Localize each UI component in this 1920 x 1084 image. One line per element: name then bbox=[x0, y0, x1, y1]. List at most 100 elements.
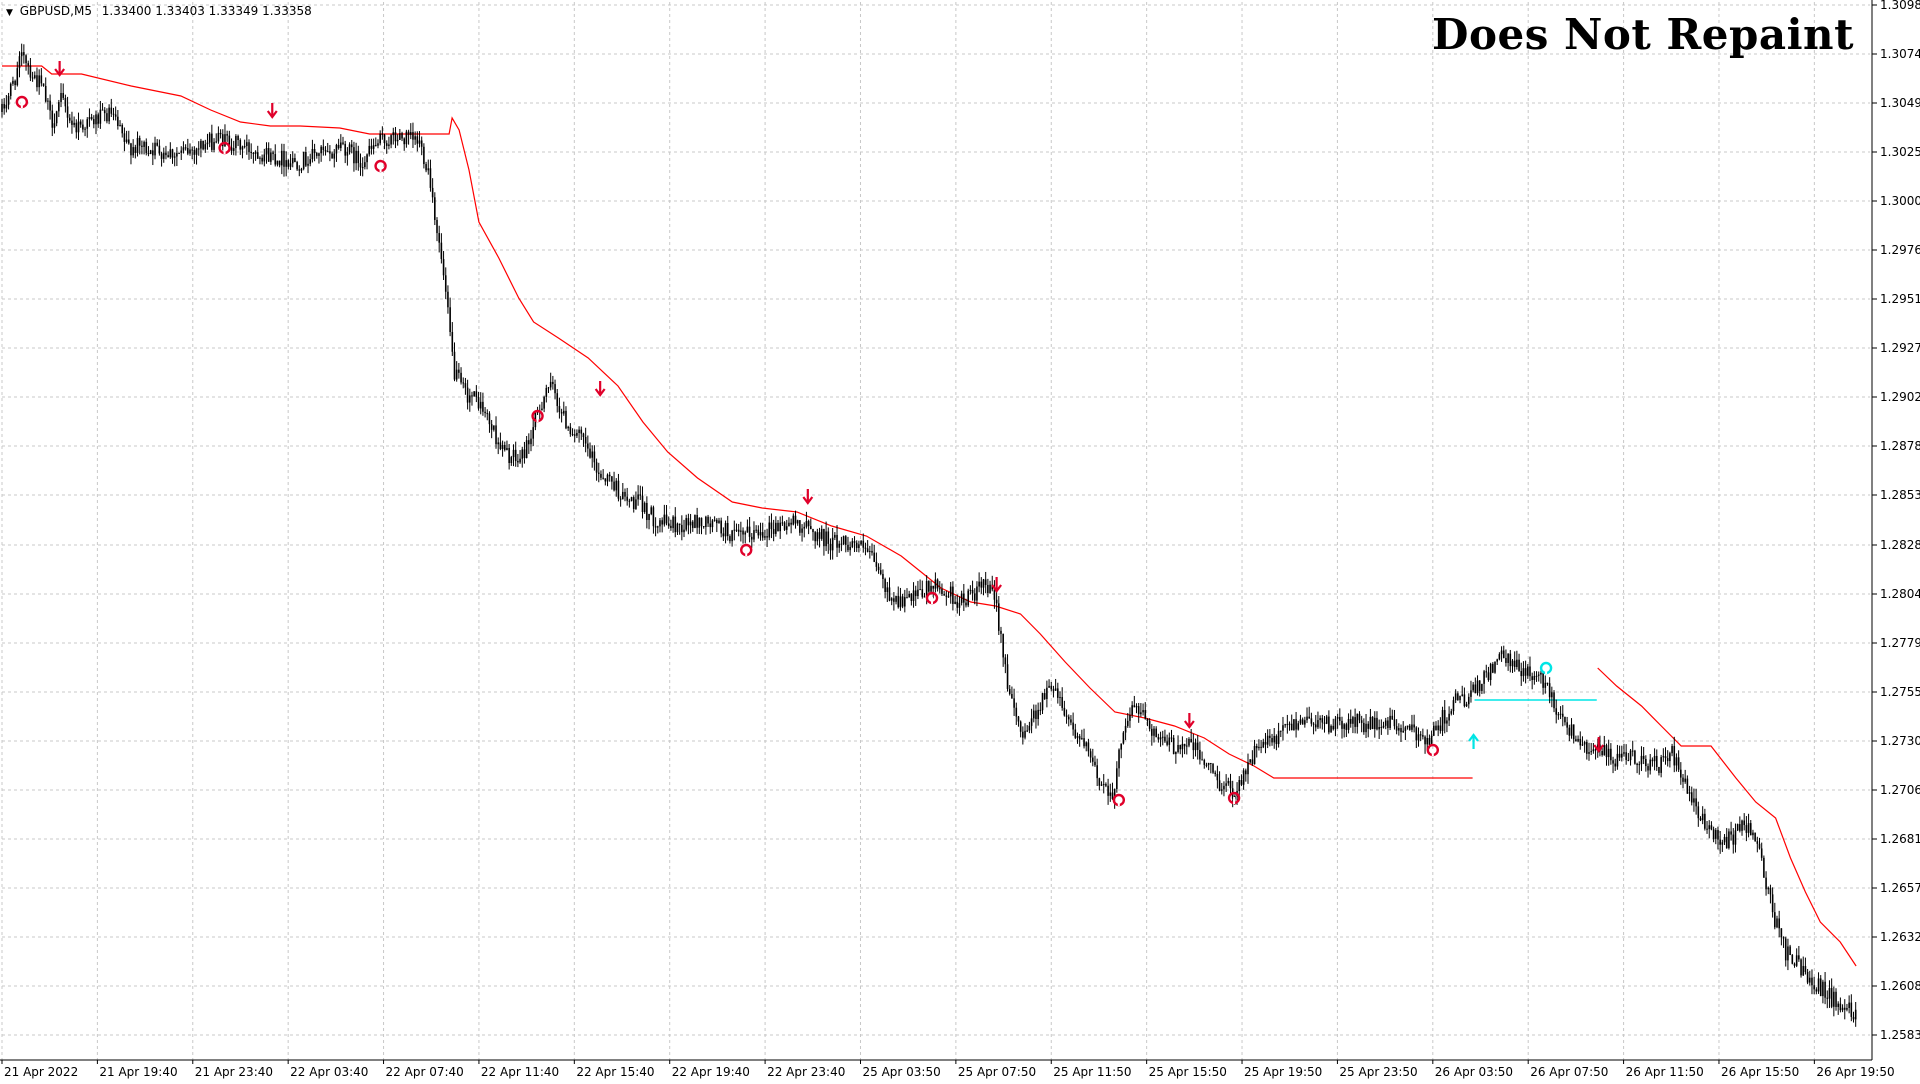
candle bbox=[1146, 718, 1149, 727]
candle bbox=[1343, 722, 1345, 738]
candle-body bbox=[418, 140, 421, 144]
candle bbox=[847, 536, 849, 553]
candle-body bbox=[1024, 730, 1026, 738]
candle bbox=[1642, 747, 1645, 765]
candle bbox=[1524, 660, 1527, 684]
time-tick-label: 22 Apr 23:40 bbox=[767, 1065, 845, 1079]
candle-body bbox=[9, 83, 12, 96]
candle-body bbox=[1002, 633, 1004, 658]
red-line-segment bbox=[1597, 667, 1857, 967]
candle-body bbox=[965, 602, 967, 606]
candle bbox=[405, 129, 408, 148]
candle-body bbox=[248, 142, 250, 152]
candle-body bbox=[121, 125, 124, 134]
price-tick-label: 1.28535 bbox=[1880, 488, 1920, 502]
candle bbox=[1651, 757, 1654, 767]
candle-body bbox=[569, 426, 572, 435]
candle bbox=[226, 130, 228, 142]
candle bbox=[554, 379, 556, 400]
candle bbox=[562, 401, 565, 416]
candle bbox=[1459, 695, 1461, 704]
candle bbox=[1769, 884, 1772, 904]
candle bbox=[1664, 747, 1667, 765]
candle bbox=[783, 521, 786, 531]
candle-body bbox=[254, 152, 257, 154]
candle-body bbox=[1837, 1003, 1840, 1007]
candle-body bbox=[1531, 676, 1533, 680]
candle bbox=[1166, 734, 1168, 747]
candle-body bbox=[1798, 955, 1800, 960]
candle-body bbox=[420, 140, 423, 147]
candle-body bbox=[709, 523, 712, 528]
candle-body bbox=[810, 526, 812, 530]
candle-body bbox=[1360, 720, 1363, 723]
candle-body bbox=[1518, 659, 1520, 671]
candle bbox=[1728, 828, 1730, 850]
candle bbox=[243, 139, 246, 149]
candle-body bbox=[604, 478, 607, 482]
candle-body bbox=[567, 426, 569, 429]
candle bbox=[1398, 723, 1400, 736]
candle-body bbox=[1839, 1003, 1842, 1011]
candle-body bbox=[1808, 977, 1811, 983]
candle-body bbox=[801, 528, 803, 533]
candle bbox=[381, 126, 384, 140]
candle-body bbox=[1747, 823, 1750, 833]
candle-body bbox=[726, 523, 729, 537]
candle-body bbox=[847, 544, 849, 551]
candle bbox=[1824, 972, 1826, 1005]
candle bbox=[58, 99, 60, 118]
candle-body bbox=[1262, 741, 1265, 748]
candle bbox=[156, 139, 159, 147]
candle bbox=[1561, 705, 1564, 727]
candle-body bbox=[1555, 708, 1558, 715]
candle-body bbox=[997, 603, 1000, 631]
candle-body bbox=[1424, 736, 1426, 745]
candle bbox=[543, 395, 545, 413]
candle-body bbox=[276, 160, 279, 165]
candle bbox=[1175, 751, 1177, 764]
candle bbox=[95, 110, 97, 135]
candle bbox=[1011, 686, 1013, 699]
candle bbox=[1439, 717, 1442, 734]
candle bbox=[1419, 731, 1422, 742]
candle-body bbox=[344, 143, 346, 156]
candle bbox=[1124, 718, 1127, 741]
candle-body bbox=[493, 425, 495, 430]
candle-body bbox=[1057, 688, 1059, 698]
candle bbox=[1279, 730, 1282, 738]
candle bbox=[1743, 813, 1746, 831]
candle bbox=[1478, 680, 1481, 697]
time-tick-label: 22 Apr 11:40 bbox=[481, 1065, 559, 1079]
candle bbox=[47, 98, 49, 110]
candle-body bbox=[1288, 723, 1291, 725]
candle bbox=[1557, 712, 1560, 720]
candle bbox=[1815, 987, 1818, 995]
candle bbox=[1028, 721, 1031, 734]
candle-body bbox=[560, 412, 563, 414]
candle-body bbox=[685, 518, 688, 530]
candle bbox=[180, 146, 183, 161]
header-triangle-icon[interactable]: ▼ bbox=[6, 8, 13, 18]
candle-body bbox=[431, 187, 434, 198]
candle bbox=[1201, 751, 1203, 761]
candle bbox=[807, 519, 810, 535]
candle bbox=[840, 536, 843, 552]
candle-body bbox=[1774, 912, 1776, 928]
candle bbox=[464, 377, 467, 395]
candle-body bbox=[1061, 697, 1063, 708]
candle-body bbox=[1, 104, 3, 112]
candle bbox=[1266, 729, 1269, 749]
candle-body bbox=[1297, 723, 1300, 730]
candle bbox=[1039, 702, 1042, 716]
candle bbox=[1325, 714, 1328, 725]
candle-body bbox=[608, 474, 611, 477]
candle bbox=[281, 143, 283, 175]
candle bbox=[1240, 774, 1243, 787]
candle bbox=[337, 138, 340, 150]
candle-body bbox=[1756, 841, 1759, 844]
candle bbox=[1050, 681, 1053, 692]
candle bbox=[501, 440, 504, 457]
